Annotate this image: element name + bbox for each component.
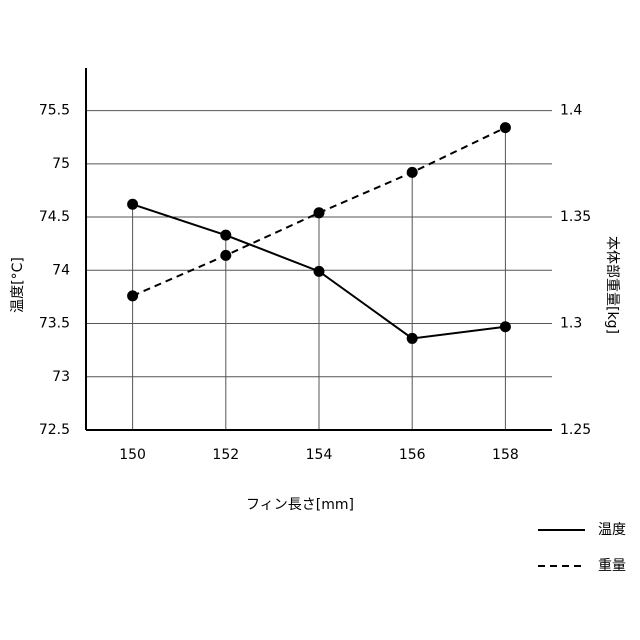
legend-label: 重量 [598,558,626,574]
page: 温度[°C] 本体部重量[kg] フィン長さ[mm] 72.5 73 73.5 74 7… [0,0,640,640]
data-point [220,230,231,241]
data-point [220,250,231,261]
x-tick-label: 156 [399,447,426,463]
y-tick-label: 74.5 [39,209,70,225]
x-tick-label: 152 [212,447,239,463]
x-tick-label: 154 [306,447,333,463]
x-axis-label: フィン長さ[mm] [246,497,354,513]
legend-label: 温度 [598,522,626,538]
data-point [127,290,138,301]
data-point [407,333,418,344]
x-tick-label: 150 [119,447,146,463]
data-point [407,167,418,178]
y2-tick-label: 1.35 [560,209,591,225]
data-point [500,122,511,133]
data-point [314,266,325,277]
y2-tick-label: 1.25 [560,422,591,438]
y-tick-label: 72.5 [39,422,70,438]
y-tick-label: 75 [52,156,70,172]
x-tick-label: 158 [492,447,519,463]
data-point [500,321,511,332]
y2-tick-label: 1.3 [560,316,582,332]
y-tick-label: 75.5 [39,103,70,119]
data-point [127,199,138,210]
y2-tick-label: 1.4 [560,103,582,119]
y-axis-label: 温度[°C] [10,257,26,313]
y-tick-label: 73.5 [39,316,70,332]
y-tick-label: 73 [52,369,70,385]
chart: 温度[°C] 本体部重量[kg] フィン長さ[mm] 72.5 73 73.5 74 7… [0,0,640,640]
y2-axis-label: 本体部重量[kg] [604,236,620,334]
y-tick-label: 74 [52,262,70,278]
data-point [314,207,325,218]
